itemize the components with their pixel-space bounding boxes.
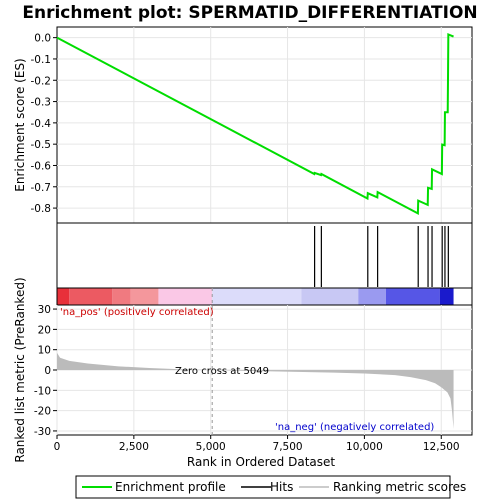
- enrichment-plot-area: [56, 26, 473, 224]
- heatmap-segment: [439, 288, 454, 305]
- metric-y-tick-label: 10: [38, 345, 51, 357]
- heatmap-segment: [69, 288, 113, 305]
- zero-cross-annotation: Zero cross at 5049: [175, 366, 269, 377]
- metric-y-tick-label: 30: [38, 304, 51, 316]
- chart-title: Enrichment plot: SPERMATID_DIFFERENTIATI…: [22, 3, 477, 23]
- metric-y-axis: 30 20 10 0 -10 -20 -30: [34, 304, 57, 438]
- metric-y-tick-label: 20: [38, 324, 51, 336]
- heatmap-segment: [158, 288, 213, 305]
- rank-heatmap-bar: [56, 287, 473, 306]
- es-y-axis-label: Enrichment score (ES): [13, 58, 27, 191]
- metric-y-tick-label: 0: [44, 365, 51, 377]
- es-y-tick-label: -0.3: [31, 97, 52, 109]
- neg-annotation: 'na_neg' (negatively correlated): [275, 422, 434, 433]
- metric-y-tick-label: -20: [34, 406, 51, 418]
- es-y-tick-label: -0.1: [31, 54, 52, 66]
- x-axis-label: Rank in Ordered Dataset: [187, 455, 335, 469]
- heatmap-segment: [358, 288, 386, 305]
- pos-annotation: 'na_pos' (positively correlated): [60, 307, 214, 318]
- metric-x-axis: 0 2,500 5,000 7,500 10,000 12,500: [54, 435, 460, 453]
- hits-panel: [56, 222, 473, 289]
- enrichment-profile-line: [56, 32, 454, 216]
- heatmap-segment: [301, 288, 359, 305]
- metric-gridlines: [56, 305, 472, 435]
- metric-y-axis-label: Ranked list metric (PreRanked): [13, 277, 27, 462]
- es-gridlines: [57, 27, 472, 223]
- metric-y-tick-label: -30: [34, 426, 51, 438]
- hit-marks: [314, 226, 449, 287]
- x-tick-label: 5,000: [196, 441, 226, 453]
- x-tick-label: 7,500: [273, 441, 303, 453]
- hits-area: [56, 222, 473, 289]
- ranking-metric-area: [57, 352, 454, 429]
- ranked-metric-panel: 30 20 10 0 -10 -20 -30 0 2,500 5,000 7,500 10,000 1…: [13, 277, 473, 469]
- enrichment-panel: 0.0 -0.1 -0.2 -0.3 -0.4 -0.5 -0.6 -0.7 -0.8 Enri…: [13, 26, 473, 224]
- heatmap-segment: [112, 288, 131, 305]
- heatmap-segment: [57, 288, 70, 305]
- legend-enrichment-label: Enrichment profile: [115, 480, 226, 494]
- heatmap-segment: [130, 288, 159, 305]
- legend: Enrichment profile Hits Ranking metric s…: [75, 475, 466, 499]
- x-tick-label: 10,000: [346, 441, 383, 453]
- es-y-tick-label: -0.8: [31, 203, 52, 215]
- es-y-tick-label: -0.7: [31, 182, 52, 194]
- es-y-tick-label: 0.0: [34, 33, 51, 45]
- legend-hits-label: Hits: [270, 480, 293, 494]
- x-tick-label: 0: [54, 441, 61, 453]
- x-tick-label: 2,500: [119, 441, 149, 453]
- heatmap-segment: [212, 288, 302, 305]
- es-y-tick-label: -0.4: [31, 118, 52, 130]
- metric-y-tick-label: -10: [34, 385, 51, 397]
- legend-metric-label: Ranking metric scores: [333, 480, 466, 494]
- es-y-tick-label: -0.5: [31, 139, 52, 151]
- es-y-axis: 0.0 -0.1 -0.2 -0.3 -0.4 -0.5 -0.6 -0.7 -0.8: [31, 33, 57, 215]
- es-y-tick-label: -0.2: [31, 75, 52, 87]
- x-tick-label: 12,500: [423, 441, 460, 453]
- heatmap-segment: [385, 288, 440, 305]
- es-y-tick-label: -0.6: [31, 160, 52, 172]
